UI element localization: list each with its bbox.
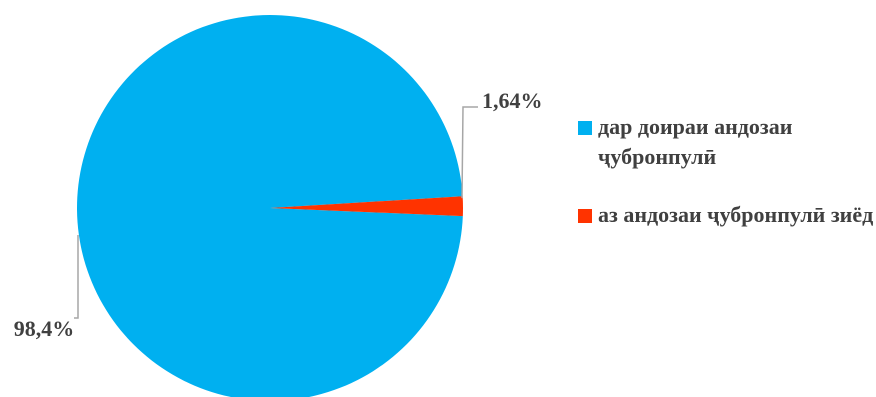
data-label-within-limit: 98,4%: [14, 316, 75, 341]
pie-slice-within-limit: [77, 15, 463, 397]
leader-line-within-limit: [74, 235, 79, 319]
legend: дар доираи андозаи ҷубронпулӣ аз андозаи…: [578, 112, 876, 258]
pie-slices: [77, 15, 463, 397]
legend-label-above-limit: аз андозаи ҷубронпулӣ зиёд: [598, 202, 874, 227]
legend-swatch-blue: [578, 121, 592, 135]
legend-swatch-red: [578, 209, 592, 223]
legend-item-above-limit: аз андозаи ҷубронпулӣ зиёд: [578, 200, 876, 230]
pie-slice-above-limit: [270, 196, 463, 217]
legend-item-within-limit: дар доираи андозаи ҷубронпулӣ: [578, 112, 876, 172]
data-label-above-limit: 1,64%: [482, 88, 543, 113]
legend-label-within-limit: дар доираи андозаи ҷубронпулӣ: [598, 114, 793, 169]
leader-line-above-limit: [461, 106, 478, 199]
leader-lines: [74, 106, 478, 319]
